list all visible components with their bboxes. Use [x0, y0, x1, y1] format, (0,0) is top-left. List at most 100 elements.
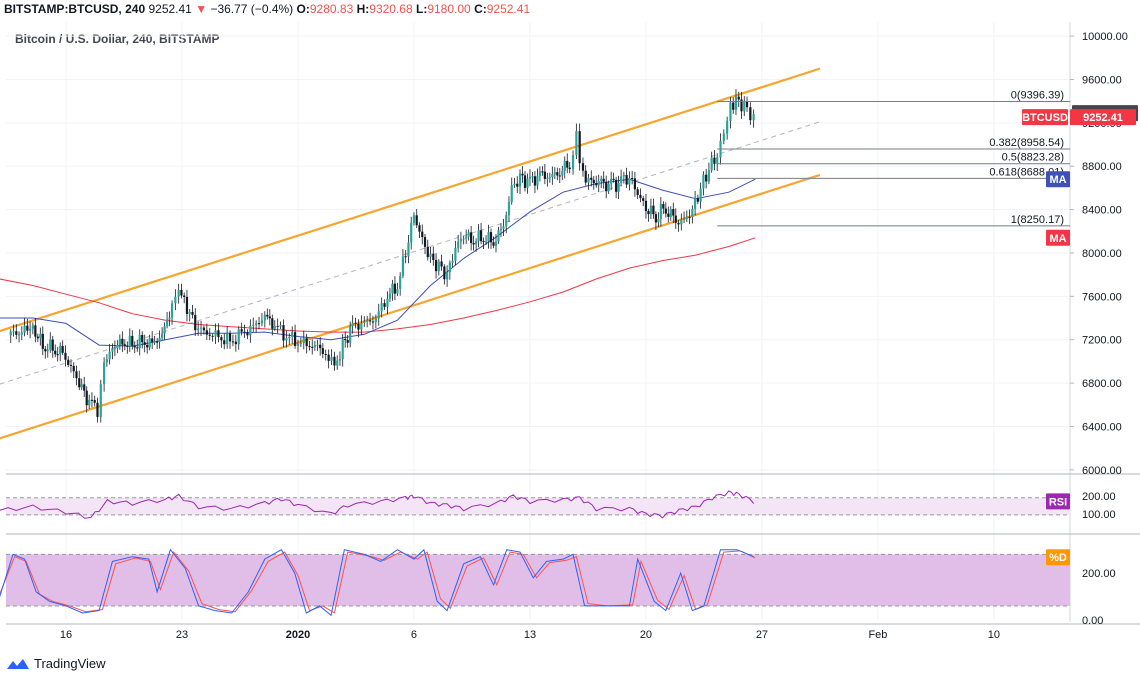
- rsi-band: [6, 497, 1070, 515]
- candle-body: [15, 331, 18, 335]
- ma-slow-badge: MA: [1049, 233, 1066, 245]
- candle-body: [612, 178, 615, 180]
- candle-body: [726, 120, 729, 134]
- close-label: C:: [474, 2, 487, 16]
- grid: [6, 22, 1070, 620]
- candle-body: [54, 350, 57, 355]
- candle-body: [694, 198, 697, 209]
- btcusd-label-badge: BTCUSD: [1022, 112, 1068, 124]
- candle-body: [429, 253, 432, 258]
- candle-body: [28, 328, 32, 331]
- candle-body: [644, 200, 648, 212]
- candle-body: [465, 236, 468, 239]
- candle-body: [374, 318, 377, 323]
- candle-body: [628, 178, 631, 185]
- candle-body: [333, 356, 336, 366]
- candle-body: [507, 202, 511, 216]
- time-axis[interactable]: 16 23 2020 6 13 20 27 Feb 10: [60, 629, 1000, 641]
- candle-body: [240, 329, 243, 332]
- candle-body: [571, 155, 575, 170]
- moving-averages: [0, 178, 756, 347]
- candle-body: [505, 215, 508, 227]
- candle-body: [67, 359, 70, 365]
- candle-body: [17, 334, 21, 336]
- candle-body: [305, 338, 308, 347]
- candle-body: [479, 230, 483, 242]
- candle-body: [194, 314, 197, 331]
- candle-body: [9, 331, 12, 336]
- candle-body: [410, 222, 413, 243]
- last-price: 9252.41: [148, 2, 192, 16]
- rsi-badge: RSI: [1049, 496, 1067, 508]
- candle-body: [745, 101, 749, 108]
- candle-body: [126, 345, 129, 347]
- candle-body: [672, 209, 675, 216]
- tradingview-logo[interactable]: TradingView: [6, 656, 106, 671]
- candle-body: [165, 319, 169, 327]
- low-value: 9180.00: [427, 2, 471, 16]
- candle-body: [528, 176, 532, 179]
- candle-body: [243, 331, 246, 333]
- time-tick-label: 20: [640, 629, 652, 641]
- candle-body: [299, 343, 302, 345]
- candle-body: [260, 320, 264, 324]
- candle-body: [423, 237, 427, 247]
- price-chart[interactable]: 0(9396.39) 0.382(8958.54) 0.5(8823.28) 0.61…: [0, 0, 1140, 650]
- stoch-d-badge: %D: [1049, 552, 1067, 564]
- fib-level-label: 0.618(8688.01): [989, 166, 1064, 178]
- candle-body: [647, 211, 650, 215]
- candle-body: [457, 241, 460, 248]
- fibonacci-levels[interactable]: 0(9396.39) 0.382(8958.54) 0.5(8823.28) 0.61…: [717, 90, 1070, 227]
- candle-body: [399, 275, 402, 290]
- candle-body: [477, 230, 480, 242]
- candle-body: [541, 171, 544, 173]
- candle-body: [448, 262, 451, 273]
- stoch-tick-label: 200.00: [1082, 568, 1116, 580]
- candle-body: [12, 331, 15, 333]
- candle-body: [610, 178, 613, 184]
- candle-body: [234, 341, 237, 345]
- time-tick-label: 10: [988, 629, 1000, 641]
- candle-body: [682, 218, 686, 220]
- candle-body: [208, 334, 211, 336]
- candle-body: [185, 296, 189, 315]
- candle-body: [143, 342, 146, 345]
- candle-body: [311, 346, 314, 348]
- candle-body: [502, 226, 505, 230]
- candle-body: [263, 314, 266, 321]
- candle-body: [563, 160, 566, 171]
- candle-body: [46, 349, 49, 352]
- candle-body: [357, 323, 360, 330]
- candle-body: [454, 247, 457, 261]
- candle-body: [531, 176, 534, 178]
- candle-body: [489, 232, 493, 243]
- candle-body: [472, 242, 475, 245]
- candle-body: [183, 295, 186, 297]
- candle-body: [546, 177, 549, 179]
- candle-body: [268, 316, 271, 319]
- candle-body: [223, 340, 226, 345]
- candle-body: [566, 160, 569, 168]
- candle-body: [330, 356, 333, 361]
- candle-body: [388, 293, 392, 299]
- ma-slow-badge-bg: [1046, 229, 1070, 246]
- candle-body: [677, 222, 680, 225]
- candle-body: [211, 335, 214, 337]
- candle-body: [44, 348, 47, 352]
- channel-upper[interactable]: [0, 67, 821, 333]
- fib-level-label: 0(9396.39): [1011, 90, 1064, 102]
- symbol-header: BITSTAMP:BTCUSD, 240 9252.41 ▼ −36.77 (−…: [4, 2, 530, 16]
- symbol-name[interactable]: BITSTAMP:BTCUSD, 240: [4, 2, 146, 16]
- candle-body: [380, 303, 383, 312]
- candle-body: [237, 329, 240, 345]
- candle-body: [636, 189, 639, 195]
- candle-body: [619, 176, 623, 183]
- candle-body: [174, 296, 177, 304]
- candle-body: [434, 259, 438, 272]
- candle-body: [351, 322, 354, 327]
- candle-body: [713, 157, 716, 164]
- candle-body: [177, 290, 180, 297]
- candle-body: [699, 188, 702, 202]
- candle-body: [151, 338, 154, 342]
- candle-body: [383, 303, 386, 307]
